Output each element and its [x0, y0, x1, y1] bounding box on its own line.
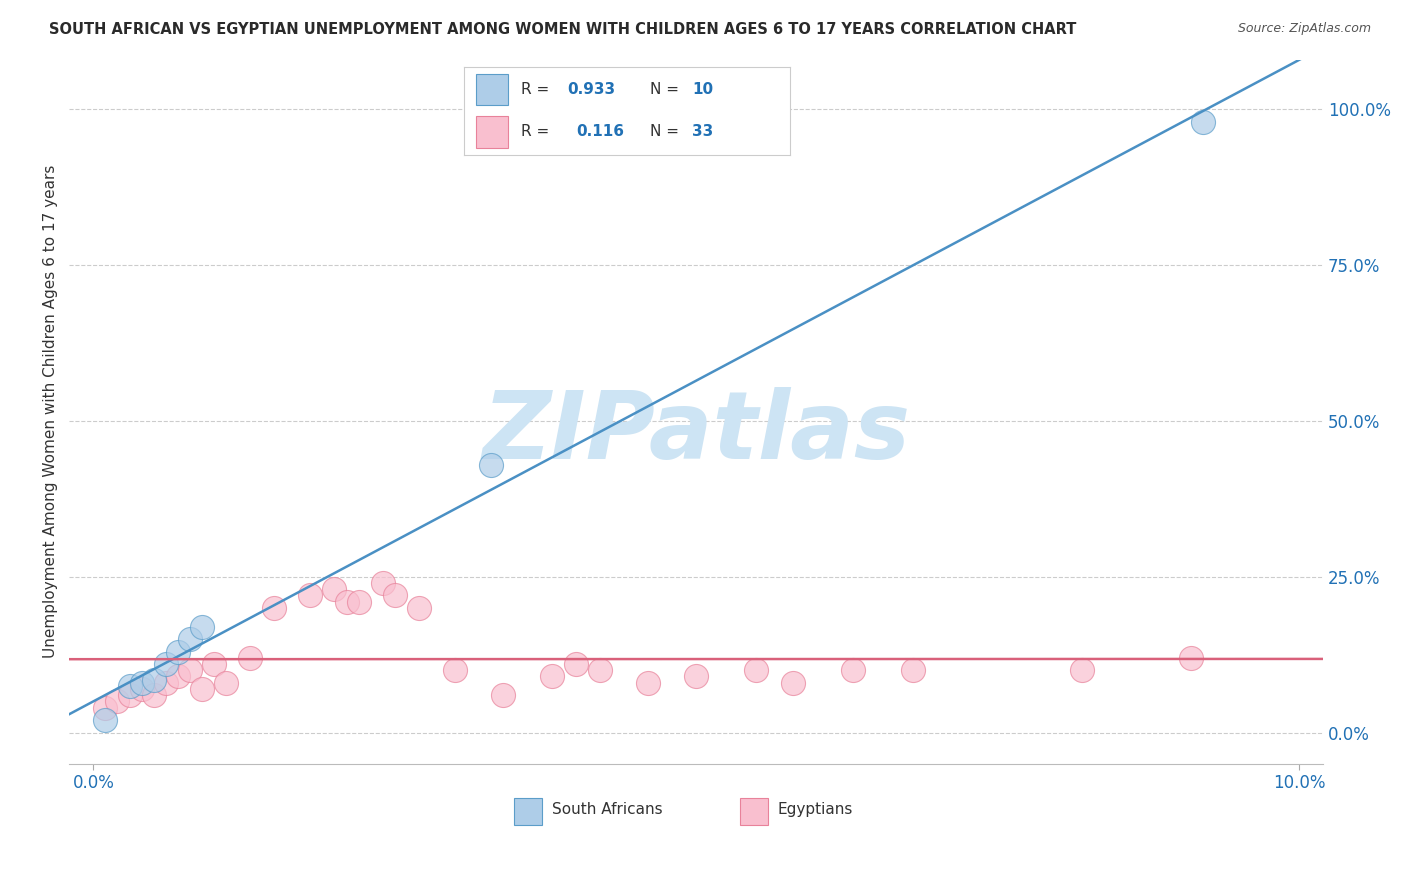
Point [444, 663, 467, 677]
Text: Source: ZipAtlas.com: Source: ZipAtlas.com [1237, 22, 1371, 36]
Point [479, 458, 502, 472]
Point [107, 694, 129, 708]
Point [323, 582, 346, 597]
Point [202, 657, 225, 671]
Text: SOUTH AFRICAN VS EGYPTIAN UNEMPLOYMENT AMONG WOMEN WITH CHILDREN AGES 6 TO 17 YE: SOUTH AFRICAN VS EGYPTIAN UNEMPLOYMENT A… [49, 22, 1077, 37]
Point [492, 688, 515, 702]
Point [239, 650, 262, 665]
Point [142, 688, 165, 702]
Point [118, 679, 141, 693]
Point [540, 669, 562, 683]
Point [842, 663, 865, 677]
Point [299, 589, 322, 603]
Point [179, 663, 201, 677]
Point [215, 675, 238, 690]
Point [564, 657, 586, 671]
Point [94, 713, 117, 727]
Point [408, 601, 430, 615]
Point [94, 700, 117, 714]
Point [903, 663, 925, 677]
Point [191, 620, 214, 634]
Point [335, 595, 357, 609]
FancyBboxPatch shape [740, 798, 768, 825]
Point [166, 669, 188, 683]
Point [263, 601, 285, 615]
Point [1071, 663, 1094, 677]
Text: South Africans: South Africans [553, 802, 662, 817]
Point [371, 576, 394, 591]
Y-axis label: Unemployment Among Women with Children Ages 6 to 17 years: Unemployment Among Women with Children A… [44, 165, 58, 658]
Point [118, 688, 141, 702]
Point [637, 675, 659, 690]
Text: Egyptians: Egyptians [778, 802, 853, 817]
Point [155, 657, 177, 671]
Point [1191, 115, 1213, 129]
Point [745, 663, 768, 677]
Point [384, 589, 406, 603]
Text: ZIPatlas: ZIPatlas [482, 387, 910, 479]
Point [131, 675, 153, 690]
Point [685, 669, 707, 683]
Point [131, 681, 153, 696]
Point [347, 595, 370, 609]
Point [179, 632, 201, 646]
Point [191, 681, 214, 696]
FancyBboxPatch shape [515, 798, 541, 825]
Point [155, 675, 177, 690]
Point [1180, 650, 1202, 665]
Point [142, 673, 165, 687]
Point [589, 663, 612, 677]
Point [782, 675, 804, 690]
Point [166, 644, 188, 658]
